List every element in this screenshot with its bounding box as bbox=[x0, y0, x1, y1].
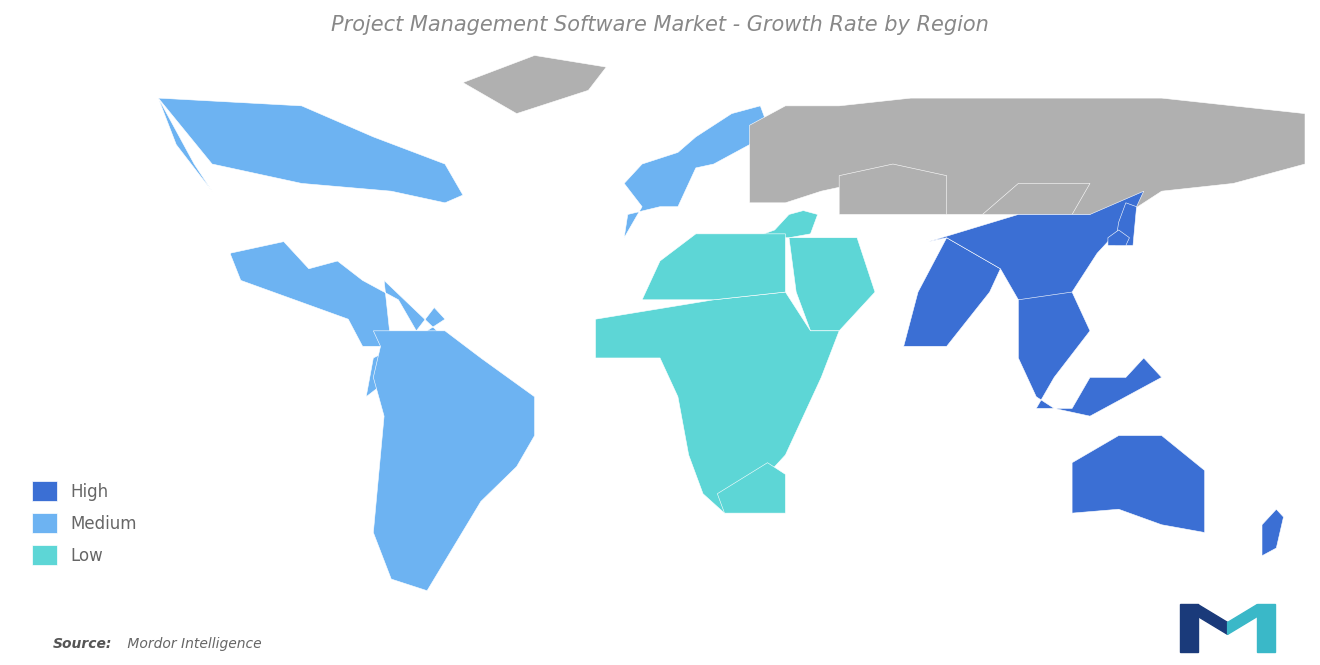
Polygon shape bbox=[158, 98, 463, 203]
Polygon shape bbox=[1072, 436, 1205, 533]
Legend: High, Medium, Low: High, Medium, Low bbox=[24, 473, 145, 574]
Polygon shape bbox=[717, 463, 785, 513]
Polygon shape bbox=[463, 55, 606, 114]
Polygon shape bbox=[840, 164, 946, 214]
Polygon shape bbox=[1115, 203, 1137, 245]
Polygon shape bbox=[624, 106, 767, 237]
Polygon shape bbox=[1262, 509, 1283, 556]
Polygon shape bbox=[1228, 604, 1257, 634]
Title: Project Management Software Market - Growth Rate by Region: Project Management Software Market - Gro… bbox=[331, 15, 989, 35]
Polygon shape bbox=[982, 184, 1090, 214]
Polygon shape bbox=[754, 211, 817, 237]
Text: Source:: Source: bbox=[53, 637, 112, 652]
Polygon shape bbox=[750, 98, 1305, 214]
Polygon shape bbox=[1018, 292, 1162, 416]
Polygon shape bbox=[1180, 604, 1199, 652]
Polygon shape bbox=[1199, 604, 1228, 634]
Polygon shape bbox=[1257, 604, 1275, 652]
Polygon shape bbox=[789, 237, 875, 331]
Polygon shape bbox=[374, 331, 535, 591]
Polygon shape bbox=[929, 191, 1143, 307]
Polygon shape bbox=[595, 292, 840, 513]
Polygon shape bbox=[642, 234, 785, 300]
Polygon shape bbox=[58, 98, 480, 397]
Polygon shape bbox=[904, 237, 1001, 346]
Text: Mordor Intelligence: Mordor Intelligence bbox=[123, 637, 261, 652]
Polygon shape bbox=[1107, 230, 1130, 245]
